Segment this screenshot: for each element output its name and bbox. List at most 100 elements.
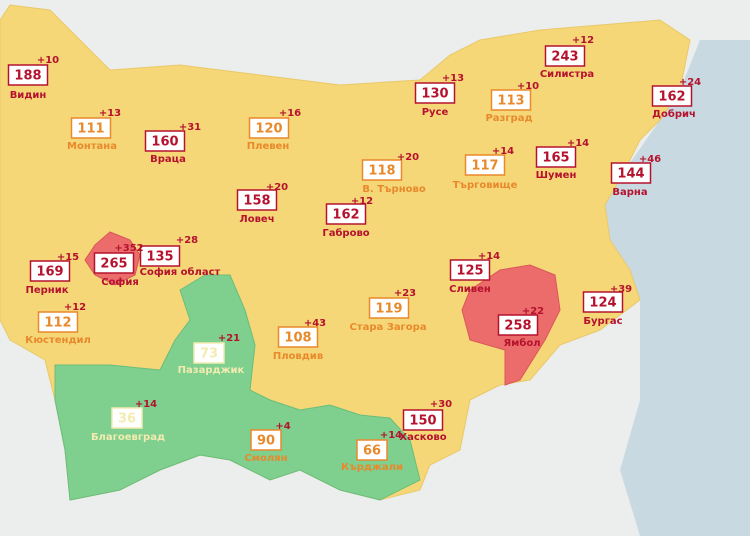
delta-label: +46 xyxy=(639,154,661,165)
value-box xyxy=(193,342,225,364)
value-box xyxy=(497,314,539,336)
value-box xyxy=(37,311,79,333)
delta-label: +10 xyxy=(517,81,539,92)
region-name: Хасково xyxy=(399,432,446,443)
delta-label: +352 xyxy=(114,243,143,254)
region-name: Ямбол xyxy=(503,337,540,349)
region-name: Сливен xyxy=(449,284,491,295)
value-label: 144 xyxy=(617,167,644,182)
region-name: Шумен xyxy=(536,170,577,181)
delta-label: +23 xyxy=(394,288,416,299)
value-label: 36 xyxy=(118,412,136,427)
region-name: Габрово xyxy=(322,227,369,239)
value-label: 265 xyxy=(100,257,127,272)
value-label: 125 xyxy=(456,264,483,279)
value-box xyxy=(139,245,181,267)
value-label: 117 xyxy=(471,159,498,174)
delta-label: +43 xyxy=(304,318,326,329)
value-label: 150 xyxy=(409,414,436,429)
region-name: Добрич xyxy=(652,108,696,120)
delta-label: +10 xyxy=(37,55,59,66)
delta-label: +16 xyxy=(279,108,301,119)
delta-label: +14 xyxy=(478,251,500,262)
region-name: Кърджали xyxy=(341,462,403,473)
value-label: 66 xyxy=(363,444,381,459)
region-name: Смолян xyxy=(244,453,287,464)
delta-label: +20 xyxy=(266,182,288,193)
region-name: Силистра xyxy=(540,69,594,80)
delta-label: +14 xyxy=(567,138,589,149)
value-label: 73 xyxy=(200,347,218,362)
value-box xyxy=(414,82,456,104)
value-box xyxy=(535,146,577,168)
value-box xyxy=(7,64,49,86)
region-name: В. Търново xyxy=(362,184,426,195)
value-box xyxy=(144,130,186,152)
region-name: София област xyxy=(140,266,221,278)
value-label: 111 xyxy=(77,122,104,137)
value-box xyxy=(544,45,586,67)
region-name: Монтана xyxy=(67,141,117,152)
value-box xyxy=(402,409,444,431)
value-box xyxy=(361,159,403,181)
region-name: Варна xyxy=(612,187,647,198)
value-box xyxy=(490,89,532,111)
labels: 188 Видин +10 111 Монтана +13 160 Враца +31 120 Пл… xyxy=(7,35,701,473)
delta-label: +22 xyxy=(522,306,544,317)
region-name: Видин xyxy=(10,90,47,101)
value-label: 130 xyxy=(421,87,448,102)
value-label: 158 xyxy=(243,194,270,209)
value-box xyxy=(29,260,71,282)
delta-label: +12 xyxy=(351,196,373,207)
delta-label: +14 xyxy=(380,430,402,441)
delta-label: +21 xyxy=(218,333,240,344)
delta-label: +24 xyxy=(679,77,701,88)
region-name: Перник xyxy=(25,285,68,296)
delta-label: +15 xyxy=(57,252,79,263)
delta-label: +30 xyxy=(430,399,452,410)
value-box xyxy=(610,162,652,184)
delta-label: +31 xyxy=(179,122,201,133)
delta-label: +14 xyxy=(492,146,514,157)
delta-label: +28 xyxy=(176,235,198,246)
value-box xyxy=(93,252,135,274)
value-label: 90 xyxy=(257,434,275,449)
value-label: 120 xyxy=(255,122,282,137)
region-name: Плевен xyxy=(247,141,290,152)
delta-label: +39 xyxy=(610,284,632,295)
value-box xyxy=(111,407,143,429)
value-label: 119 xyxy=(375,302,402,317)
region-name: Стара Загора xyxy=(349,322,426,333)
value-label: 165 xyxy=(542,151,569,166)
region-name: Русе xyxy=(422,107,449,118)
region-name: Враца xyxy=(150,154,186,165)
value-label: 113 xyxy=(497,94,524,109)
delta-label: +14 xyxy=(135,399,157,410)
value-box xyxy=(651,85,693,107)
value-box xyxy=(368,297,410,319)
value-label: 118 xyxy=(368,164,395,179)
value-label: 169 xyxy=(36,265,63,280)
value-box xyxy=(277,326,319,348)
delta-label: +20 xyxy=(397,152,419,163)
delta-label: +13 xyxy=(99,108,121,119)
region-green xyxy=(54,274,421,501)
value-label: 162 xyxy=(332,208,359,223)
region-name: Ловеч xyxy=(239,214,274,225)
value-label: 188 xyxy=(14,69,41,84)
region-name: Разград xyxy=(485,113,532,124)
value-box xyxy=(582,291,624,313)
region-name: Търговище xyxy=(453,180,518,191)
value-label: 162 xyxy=(658,90,685,105)
value-box xyxy=(248,117,290,139)
region-name: София xyxy=(101,276,139,288)
region-name: Пловдив xyxy=(273,351,323,362)
value-box xyxy=(464,154,506,176)
value-label: 112 xyxy=(44,316,71,331)
region-name: Кюстендил xyxy=(25,335,91,346)
value-label: 135 xyxy=(146,250,173,265)
delta-label: +4 xyxy=(275,421,290,432)
value-box xyxy=(356,439,388,461)
delta-label: +12 xyxy=(64,302,86,313)
